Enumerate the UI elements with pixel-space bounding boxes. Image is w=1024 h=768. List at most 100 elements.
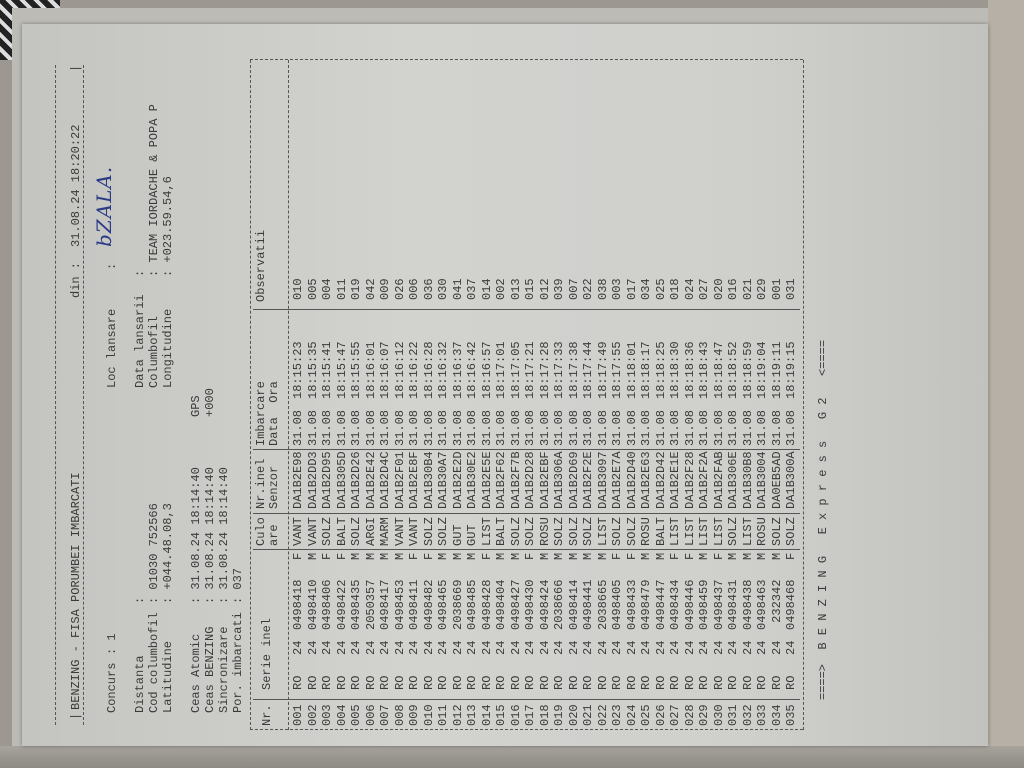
cell-culoare: LIST — [697, 517, 711, 546]
cell-inel: 2050357 — [363, 579, 378, 630]
cell-tara: RO — [726, 675, 740, 690]
cell-senzor: DA1B2F62 — [494, 451, 508, 509]
cell-inel: 0498404 — [494, 579, 508, 630]
cell-sex: M — [639, 552, 653, 560]
cell-culoare: BALT — [494, 517, 508, 546]
cell-culoare: LIST — [711, 517, 726, 546]
cell-data: 31.08 — [349, 409, 363, 446]
paper-stack-edge — [0, 746, 1024, 768]
cell-inel: 0498482 — [421, 579, 436, 630]
concurs-value: : 1 — [105, 633, 119, 655]
cell-tara: RO — [755, 675, 769, 690]
cell-tara: RO — [320, 675, 334, 690]
cell-obs: 030 — [436, 278, 450, 300]
cell-ora: 18:18:36 — [682, 341, 697, 399]
cell-obs: 009 — [378, 278, 392, 300]
cell-ora: 18:17:55 — [610, 341, 624, 399]
cell-culoare: ROSU — [639, 517, 653, 546]
cell-inel: 232342 — [769, 579, 784, 623]
document-title: BENZING - FISA PORUMBEI IMBARCATI — [69, 472, 83, 710]
cell-culoare: SOLZ — [581, 517, 595, 546]
cell-senzor: DA1B300A — [784, 451, 798, 509]
cell-an: 24 — [436, 640, 450, 655]
cell-tara: RO — [595, 675, 610, 690]
cell-sex: F — [291, 552, 305, 560]
cell-an: 24 — [610, 640, 624, 655]
cell-senzor: DA1B2F7B — [508, 451, 523, 509]
cell-obs: 027 — [697, 278, 711, 300]
cell-sex: F — [784, 552, 798, 560]
column-divider — [253, 549, 800, 550]
cell-ora: 18:15:41 — [320, 341, 334, 399]
cell-obs: 034 — [639, 278, 653, 300]
cell-obs: 026 — [392, 278, 407, 300]
printed-sheet — [22, 24, 988, 746]
cell-sex: M — [653, 552, 668, 560]
cell-nr: 032 — [740, 704, 755, 726]
cell-nr: 002 — [305, 704, 320, 726]
cell-sex: M — [436, 552, 450, 560]
cell-nr: 003 — [320, 704, 334, 726]
cell-obs: 011 — [334, 278, 349, 300]
cell-ora: 18:15:55 — [349, 341, 363, 399]
cell-an: 24 — [378, 640, 392, 655]
cell-obs: 014 — [479, 278, 494, 300]
cell-nr: 011 — [436, 704, 450, 726]
cell-nr: 010 — [421, 704, 436, 726]
cell-nr: 024 — [624, 704, 639, 726]
sincronizare-value: : 31.08.24 18:14:40 — [217, 467, 231, 604]
cell-culoare: SOLZ — [726, 517, 740, 546]
cell-tara: RO — [537, 675, 552, 690]
cell-data: 31.08 — [508, 409, 523, 446]
cell-senzor: DA1B30B8 — [740, 451, 755, 509]
cell-obs: 038 — [595, 278, 610, 300]
cell-sex: F — [421, 552, 436, 560]
cell-an: 24 — [653, 640, 668, 655]
cell-tara: RO — [523, 675, 537, 690]
cell-an: 24 — [711, 640, 726, 655]
cell-sex: M — [581, 552, 595, 560]
cell-ora: 18:17:01 — [494, 341, 508, 399]
cell-nr: 005 — [349, 704, 363, 726]
cell-tara: RO — [624, 675, 639, 690]
cell-culoare: GUT — [450, 524, 465, 546]
cell-tara: RO — [639, 675, 653, 690]
cell-ora: 18:15:35 — [305, 341, 320, 399]
cell-tara: RO — [668, 675, 682, 690]
cell-nr: 015 — [494, 704, 508, 726]
cell-culoare: ROSU — [755, 517, 769, 546]
cell-senzor: DA1B2E8F — [407, 451, 421, 509]
cell-senzor: DA1B306E — [726, 451, 740, 509]
header-culoare-2: are — [267, 524, 281, 546]
cell-culoare: VANT — [392, 517, 407, 546]
cell-inel: 2038666 — [552, 579, 566, 630]
cell-an: 24 — [465, 640, 479, 655]
cell-nr: 009 — [407, 704, 421, 726]
cell-sex: M — [392, 552, 407, 560]
cell-obs: 004 — [320, 278, 334, 300]
cell-obs: 017 — [624, 278, 639, 300]
cell-an: 24 — [740, 640, 755, 655]
data-lansarii-value: : — [133, 269, 147, 277]
cell-nr: 029 — [697, 704, 711, 726]
cell-an: 24 — [697, 640, 711, 655]
cell-obs: 019 — [349, 278, 363, 300]
cell-tara: RO — [494, 675, 508, 690]
cell-data: 31.08 — [334, 409, 349, 446]
cell-data: 31.08 — [552, 409, 566, 446]
document-content: | BENZING - FISA PORUMBEI IMBARCATI din … — [35, 40, 835, 760]
cell-obs: 002 — [494, 278, 508, 300]
cell-ora: 18:16:32 — [436, 341, 450, 399]
cell-data: 31.08 — [450, 409, 465, 446]
cell-tara: RO — [653, 675, 668, 690]
table-top-border — [250, 60, 251, 730]
cell-culoare: LIST — [479, 517, 494, 546]
cell-nr: 020 — [566, 704, 581, 726]
cell-ora: 18:19:15 — [784, 341, 798, 399]
cell-inel: 0498485 — [465, 579, 479, 630]
cell-an: 24 — [349, 640, 363, 655]
cell-culoare: SOLZ — [436, 517, 450, 546]
cell-nr: 034 — [769, 704, 784, 726]
cell-inel: 0498437 — [711, 579, 726, 630]
cell-culoare: SOLZ — [349, 517, 363, 546]
